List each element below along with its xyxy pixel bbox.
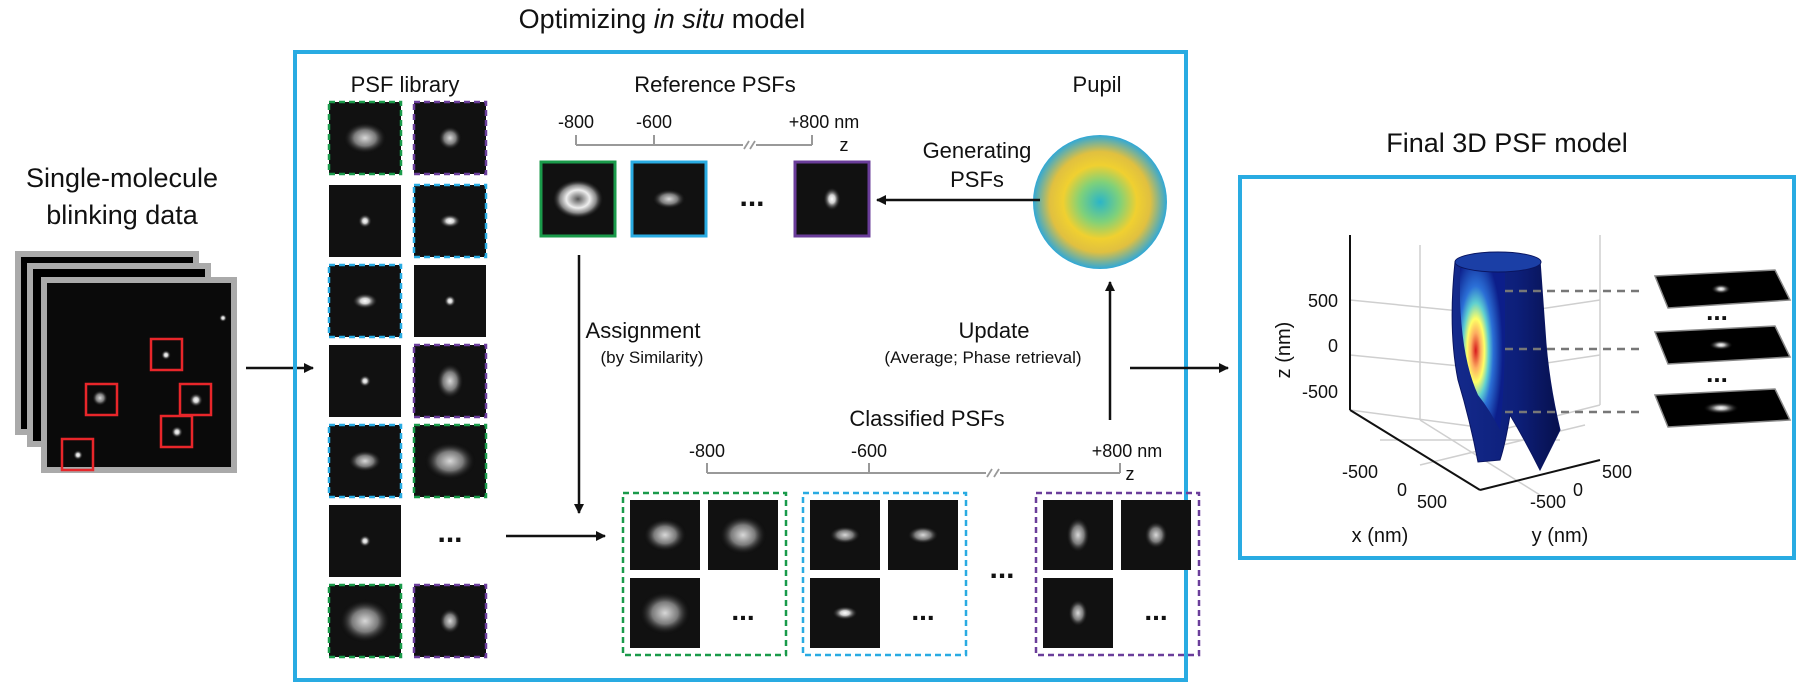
psf-library-ellipsis: ...: [437, 516, 462, 549]
classified-group-green: [621, 491, 788, 657]
classified-group-blue: [801, 491, 968, 657]
final-ellipsis: ...: [1706, 358, 1728, 388]
final-x-tick: -500: [1342, 462, 1378, 482]
final-ellipsis: ...: [1706, 296, 1728, 326]
detection-box: [178, 382, 213, 417]
slice-planes: [1653, 269, 1792, 428]
left-label-line2: blinking data: [46, 200, 199, 230]
pupil-image: [1033, 135, 1167, 269]
final-y-tick: 0: [1573, 480, 1583, 500]
final-box: [1238, 175, 1796, 560]
final-z-tick: -500: [1302, 382, 1338, 402]
classified-axis: [706, 463, 1121, 478]
classified-axis-z: z: [1126, 464, 1135, 484]
reference-tick: +800 nm: [789, 112, 860, 132]
psf-volume: [1451, 251, 1561, 472]
classified-ellipsis: ...: [731, 595, 754, 626]
pupil-label: Pupil: [1073, 72, 1122, 97]
final-z-label: z (nm): [1273, 322, 1295, 379]
classified-label: Classified PSFs: [849, 406, 1004, 431]
frame-stack: [15, 251, 237, 473]
psf-library-grid: [327, 100, 488, 659]
final-x-tick: 500: [1417, 492, 1447, 512]
reference-psfs: [539, 160, 871, 238]
reference-axis: [575, 135, 813, 150]
classified-group-purple: [1034, 491, 1201, 657]
final-title: Final 3D PSF model: [1386, 128, 1628, 158]
reference-label: Reference PSFs: [634, 72, 795, 97]
slice-guides: [1505, 289, 1645, 414]
update-label-line1: Update: [959, 318, 1030, 343]
classified-tick: -600: [851, 441, 887, 461]
assignment-label-line1: Assignment: [586, 318, 701, 343]
classified-tick: +800 nm: [1092, 441, 1163, 461]
detection-box: [149, 337, 184, 372]
final-z-tick: 0: [1328, 336, 1338, 356]
optimizing-box: [293, 50, 1188, 682]
classified-ellipsis-between: ...: [989, 552, 1014, 585]
classified-ellipsis: ...: [1144, 595, 1167, 626]
final-x-label: x (nm): [1352, 525, 1409, 547]
left-label-line1: Single-molecule: [26, 163, 218, 193]
update-label-line2: (Average; Phase retrieval): [884, 348, 1081, 367]
detection-box: [159, 414, 194, 449]
reference-axis-z: z: [840, 135, 849, 155]
generating-label-line1: Generating: [923, 138, 1032, 163]
final-y-label: y (nm): [1532, 525, 1589, 547]
detection-box: [84, 382, 119, 417]
assignment-label-line2: (by Similarity): [601, 348, 704, 367]
final-axis-lines: [1349, 235, 1601, 491]
classified-tick: -800: [689, 441, 725, 461]
reference-tick: -800: [558, 112, 594, 132]
generating-label-line2: PSFs: [950, 167, 1004, 192]
main-title: Optimizing in situ model: [519, 4, 806, 34]
final-y-tick: -500: [1530, 492, 1566, 512]
final-x-tick: 0: [1397, 480, 1407, 500]
classified-ellipsis: ...: [911, 595, 934, 626]
detection-box: [60, 437, 95, 472]
final-y-tick: 500: [1602, 462, 1632, 482]
reference-ellipsis: ...: [739, 180, 764, 213]
final-z-tick: 500: [1308, 291, 1338, 311]
reference-tick: -600: [636, 112, 672, 132]
psf-library-label: PSF library: [351, 72, 460, 97]
